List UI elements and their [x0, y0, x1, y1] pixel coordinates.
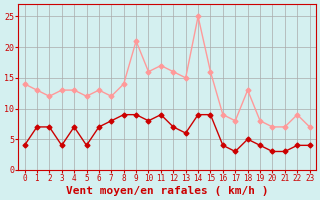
- X-axis label: Vent moyen/en rafales ( km/h ): Vent moyen/en rafales ( km/h ): [66, 186, 268, 196]
